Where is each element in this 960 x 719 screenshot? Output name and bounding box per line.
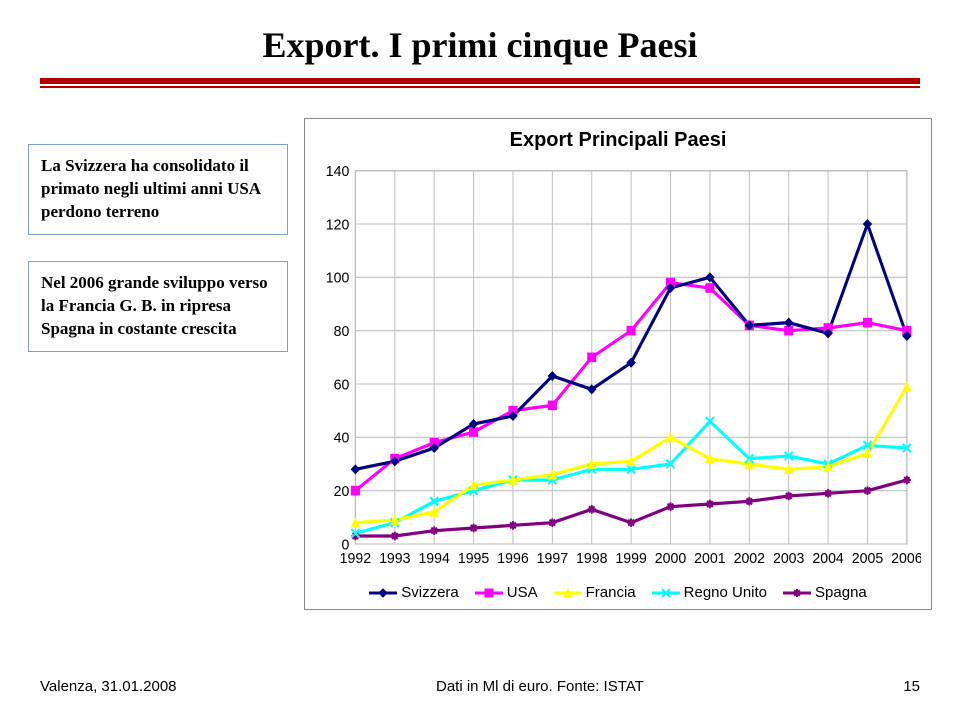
svg-text:2001: 2001: [694, 551, 725, 567]
left-column: La Svizzera ha consolidato il primato ne…: [28, 118, 288, 610]
svg-text:2003: 2003: [773, 551, 804, 567]
legend-swatch: [475, 586, 503, 600]
note-box-2: Nel 2006 grande sviluppo verso la Franci…: [28, 261, 288, 352]
legend-swatch: [652, 586, 680, 600]
legend-item: Svizzera: [369, 584, 459, 601]
svg-text:1992: 1992: [340, 551, 371, 567]
chart-plot: 0204060801001201401992199319941995199619…: [315, 160, 921, 576]
page-title: Export. I primi cinque Paesi: [0, 0, 960, 78]
legend-label: USA: [507, 584, 538, 601]
svg-text:1993: 1993: [379, 551, 410, 567]
svg-text:140: 140: [326, 164, 350, 180]
svg-text:1995: 1995: [458, 551, 489, 567]
chart-title: Export Principali Paesi: [315, 125, 921, 160]
legend-label: Regno Unito: [684, 584, 767, 601]
legend-item: USA: [475, 584, 538, 601]
svg-text:60: 60: [334, 377, 350, 393]
chart-container: Export Principali Paesi 0204060801001201…: [304, 118, 932, 610]
svg-text:1999: 1999: [615, 551, 646, 567]
legend-swatch: [554, 586, 582, 600]
legend-swatch: [369, 586, 397, 600]
svg-text:100: 100: [326, 270, 350, 286]
svg-text:1998: 1998: [576, 551, 607, 567]
content-row: La Svizzera ha consolidato il primato ne…: [0, 88, 960, 610]
svg-text:80: 80: [334, 324, 350, 340]
footer: Valenza, 31.01.2008 Dati in Ml di euro. …: [40, 678, 920, 695]
svg-text:2005: 2005: [852, 551, 883, 567]
svg-text:20: 20: [334, 484, 350, 500]
legend-item: Regno Unito: [652, 584, 767, 601]
chart-legend: Svizzera USA Francia Regno Unito Spagna: [315, 576, 921, 601]
title-rule: [40, 78, 920, 88]
legend-swatch: [783, 586, 811, 600]
svg-text:2002: 2002: [734, 551, 765, 567]
svg-text:2000: 2000: [655, 551, 686, 567]
note-box-1: La Svizzera ha consolidato il primato ne…: [28, 144, 288, 235]
legend-label: Svizzera: [401, 584, 459, 601]
footer-center: Dati in Ml di euro. Fonte: ISTAT: [436, 678, 644, 695]
svg-text:1997: 1997: [537, 551, 568, 567]
legend-label: Francia: [586, 584, 636, 601]
legend-item: Francia: [554, 584, 636, 601]
svg-text:1994: 1994: [418, 551, 449, 567]
footer-left: Valenza, 31.01.2008: [40, 678, 177, 695]
svg-text:2004: 2004: [812, 551, 843, 567]
svg-text:40: 40: [334, 430, 350, 446]
svg-text:1996: 1996: [497, 551, 528, 567]
legend-label: Spagna: [815, 584, 867, 601]
footer-right: 15: [903, 678, 920, 695]
svg-text:2006: 2006: [891, 551, 921, 567]
legend-item: Spagna: [783, 584, 867, 601]
svg-text:120: 120: [326, 217, 350, 233]
